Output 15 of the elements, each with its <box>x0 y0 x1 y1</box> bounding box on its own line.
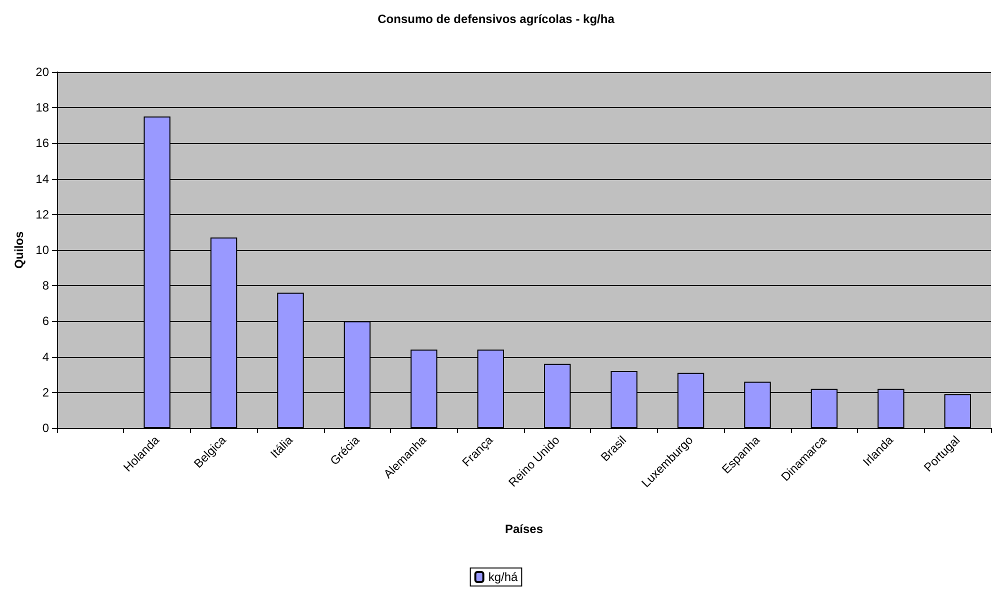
x-axis-title: Países <box>504 522 544 536</box>
y-tick-label: 12 <box>36 207 50 222</box>
y-tick-label: 16 <box>36 136 50 150</box>
y-tick-label: 18 <box>36 100 50 115</box>
chart-title: Consumo de defensivos agrícolas - kg/ha <box>378 12 615 26</box>
y-tick-label: 8 <box>42 278 50 293</box>
y-tick-label: 14 <box>36 172 50 186</box>
y-tick-label: 20 <box>36 65 50 79</box>
y-axis-title: Quilos <box>12 231 26 269</box>
y-tick-label: 0 <box>42 421 50 435</box>
y-tick-label: 10 <box>36 243 50 257</box>
y-tick-label: 2 <box>42 385 50 400</box>
y-tick-label: 6 <box>42 314 50 328</box>
legend-label: kg/há <box>488 570 518 584</box>
y-tick-label: 4 <box>42 350 50 364</box>
